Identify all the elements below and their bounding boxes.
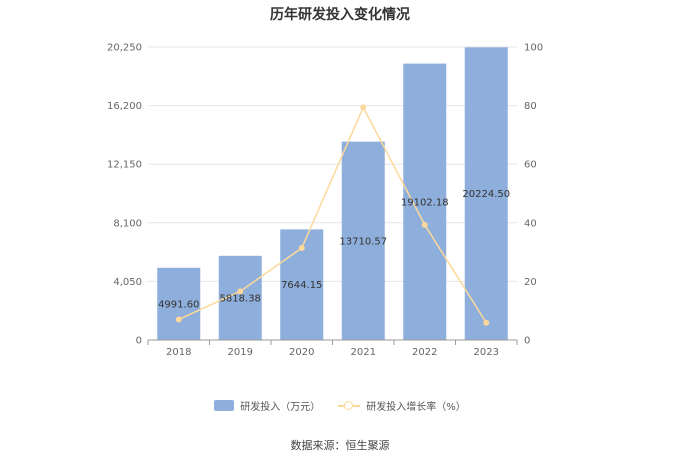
bar-value-label: 4991.60 [158,299,199,310]
growth-rate-point [237,288,244,295]
y-left-tick-label: 0 [136,336,142,347]
growth-rate-point [483,319,490,326]
legend-line-swatch [338,400,361,411]
bar [464,47,508,341]
bar-value-label: 7644.15 [281,280,322,291]
y-left-tick-label: 16,200 [107,101,142,112]
legend-bar-label: 研发投入（万元） [240,402,321,413]
y-left-tick-label: 20,250 [107,43,142,54]
axes: 0 0 4,050 20 8,100 40 12,150 60 16,200 80 20,250 10… [107,43,543,359]
bar-value-label: 19102.18 [401,197,449,208]
y-right-tick-label: 60 [524,160,537,171]
x-tick-label: 2018 [166,347,191,358]
bar-value-label: 20224.50 [462,189,510,200]
x-tick-label: 2021 [351,347,376,358]
y-right-tick-label: 40 [524,218,537,229]
growth-rate-point [175,316,182,323]
bar-value-label: 5818.38 [220,293,261,304]
y-left-tick-label: 8,100 [113,218,142,229]
x-tick-label: 2020 [289,347,314,358]
y-right-tick-label: 20 [524,277,537,288]
legend-item-line[interactable]: 研发投入增长率（%） [338,398,466,413]
legend-bar-swatch [214,400,235,411]
growth-rate-point [298,244,305,251]
legend-line-label: 研发投入增长率（%） [366,402,466,413]
data-source-note: 数据来源：恒生聚源 [290,439,390,452]
bar-value-label: 13710.57 [339,236,387,247]
y-left-tick-label: 12,150 [107,160,142,171]
x-tick-label: 2022 [412,347,437,358]
bar [341,141,385,340]
y-right-tick-label: 100 [524,43,543,54]
data-labels: 4991.60 5818.38 7644.15 13710.57 19102.18 202… [158,189,510,310]
x-tick-label: 2023 [474,347,499,358]
legend-item-bar[interactable]: 研发投入（万元） [214,398,320,413]
y-left-tick-label: 4,050 [113,277,142,288]
y-right-tick-label: 80 [524,101,537,112]
y-right-tick-label: 0 [524,336,530,347]
growth-rate-point [360,104,367,111]
bar [403,63,447,340]
x-tick-label: 2019 [228,347,253,358]
chart-title: 历年研发投入变化情况 [270,7,410,23]
line-series [175,104,490,326]
growth-rate-point [421,221,428,228]
grid-lines [148,46,517,282]
bar [157,267,201,340]
growth-rate-line [178,105,487,324]
bar-series [157,47,508,341]
legend: 研发投入（万元） 研发投入增长率（%） [0,398,680,413]
